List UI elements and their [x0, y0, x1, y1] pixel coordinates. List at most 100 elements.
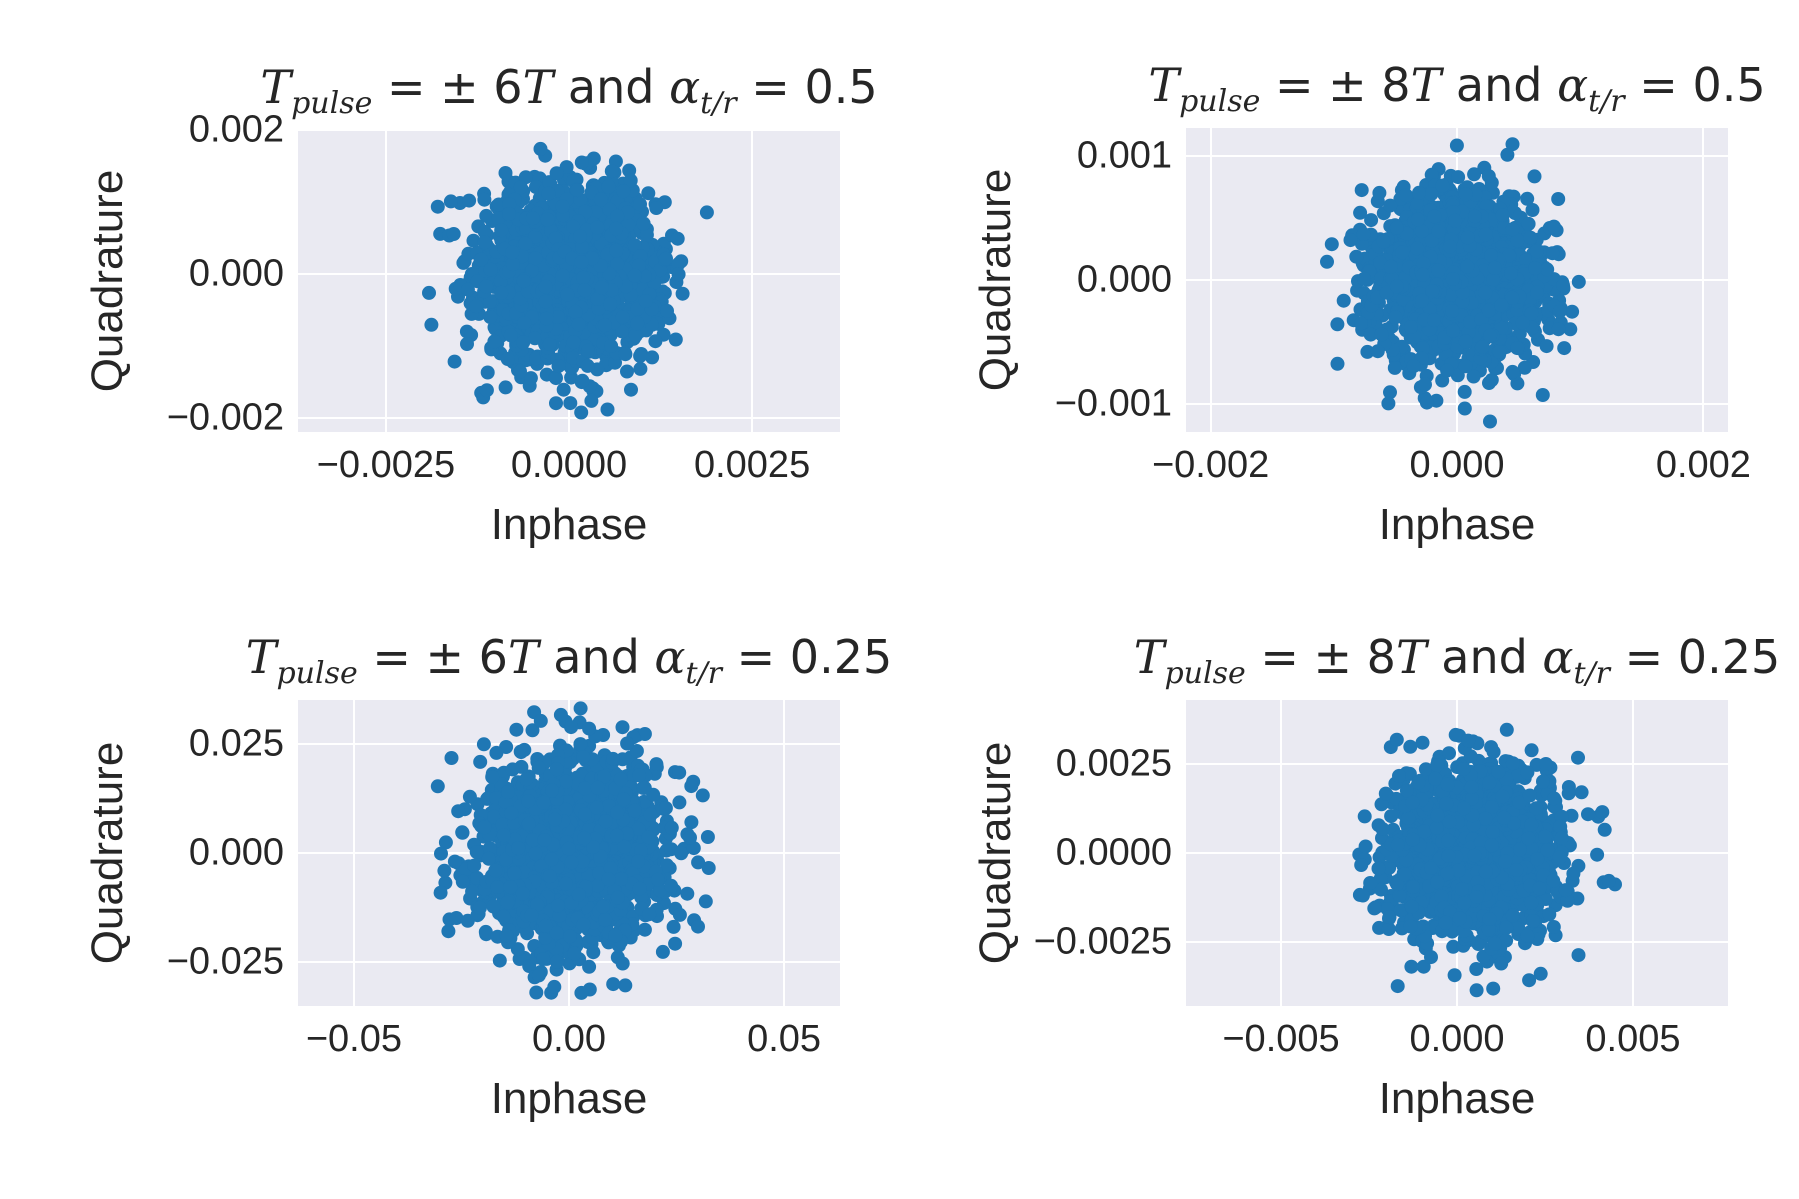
- scatter-point: [1450, 368, 1465, 383]
- scatter-point: [636, 216, 651, 231]
- scatter-point: [563, 929, 577, 944]
- scatter-point: [616, 184, 631, 199]
- scatter-point: [615, 720, 630, 735]
- scatter-point: [1521, 216, 1536, 231]
- scatter-point: [1403, 320, 1418, 334]
- chart-title: Tpulse = ± 8T and αt/r = 0.5: [1148, 58, 1766, 120]
- scatter-point: [513, 364, 527, 379]
- scatter-point: [1478, 227, 1493, 242]
- scatter-point: [620, 364, 634, 379]
- y-tick-label: 0.001: [1076, 134, 1172, 177]
- scatter-point: [477, 224, 492, 239]
- scatter-point: [645, 350, 660, 365]
- gridline-x: [384, 130, 387, 432]
- scatter-point: [1442, 239, 1457, 254]
- scatter-point: [1440, 363, 1455, 378]
- scatter-point: [1520, 191, 1535, 206]
- scatter-point: [1483, 414, 1497, 429]
- scatter-point: [517, 742, 532, 757]
- scatter-point: [1324, 237, 1339, 252]
- scatter-point: [469, 299, 484, 314]
- scatter-point: [581, 343, 595, 358]
- scatter-point: [539, 311, 554, 326]
- scatter-point: [506, 257, 520, 272]
- y-axis-label: Quadrature: [971, 168, 1020, 392]
- scatter-point: [1349, 249, 1364, 264]
- scatter-point: [1416, 256, 1431, 271]
- scatter-point: [1481, 303, 1496, 318]
- scatter-point: [633, 361, 648, 376]
- gridline-y: [298, 416, 840, 419]
- scatter-point: [422, 285, 436, 300]
- scatter-point: [498, 380, 513, 395]
- scatter-point: [1519, 253, 1533, 268]
- scatter-point: [1356, 227, 1371, 242]
- scatter-point: [1383, 198, 1398, 213]
- scatter-point: [480, 365, 495, 380]
- scatter-point: [446, 227, 461, 241]
- scatter-point: [649, 201, 664, 215]
- scatter-point: [670, 231, 685, 246]
- scatter-point: [556, 382, 571, 397]
- scatter-point: [1372, 185, 1387, 200]
- scatter-point: [568, 304, 583, 319]
- scatter-point: [1551, 192, 1566, 206]
- scatter-point: [1360, 344, 1375, 359]
- scatter-point: [672, 907, 687, 922]
- scatter-point: [588, 205, 603, 219]
- scatter-point: [1571, 274, 1586, 289]
- scatter-point: [600, 402, 615, 417]
- scatter-point: [1458, 359, 1473, 374]
- scatter-point: [547, 979, 562, 994]
- scatter-point: [1484, 373, 1499, 387]
- scatter-point: [574, 255, 589, 270]
- scatter-point: [637, 727, 652, 741]
- scatter-point: [505, 762, 520, 777]
- scatter-point: [529, 351, 543, 366]
- scatter-point: [610, 256, 625, 271]
- scatter-point: [1336, 293, 1351, 308]
- scatter-point: [615, 324, 629, 339]
- scatter-point: [1545, 246, 1560, 261]
- scatter-point: [1383, 259, 1398, 274]
- scatter-point: [691, 855, 706, 870]
- scatter-point: [1551, 322, 1566, 337]
- scatter-point: [1448, 213, 1463, 228]
- scatter-point: [620, 205, 635, 220]
- scatter-point: [627, 238, 642, 253]
- scatter-point: [462, 789, 477, 804]
- scatter-point: [1354, 183, 1369, 198]
- scatter-point: [1556, 278, 1570, 293]
- scatter-point: [1457, 384, 1472, 399]
- scatter-point: [1500, 147, 1515, 162]
- scatter-point: [1510, 341, 1525, 356]
- scatter-point: [1353, 205, 1368, 220]
- scatter-point: [518, 236, 533, 251]
- scatter-point: [699, 205, 714, 220]
- scatter-point: [637, 269, 652, 284]
- scatter-point: [1435, 178, 1450, 193]
- scatter-point: [502, 207, 516, 221]
- scatter-point: [1387, 360, 1402, 375]
- y-tick-label: −0.001: [1054, 382, 1172, 425]
- scatter-point: [551, 359, 566, 374]
- scatter-point: [1427, 209, 1442, 224]
- scatter-point: [1364, 213, 1379, 228]
- scatter-point: [1395, 245, 1410, 260]
- scatter-point: [498, 166, 513, 180]
- scatter-point: [1399, 226, 1414, 241]
- scatter-point: [1357, 271, 1371, 286]
- scatter-point: [1475, 340, 1490, 355]
- scatter-point: [538, 279, 553, 294]
- scatter-point: [1505, 137, 1520, 152]
- scatter-point: [1505, 290, 1520, 305]
- scatter-point: [500, 352, 515, 366]
- scatter-point: [1458, 334, 1473, 349]
- scatter-point: [1529, 244, 1544, 259]
- scatter-point: [503, 328, 518, 343]
- scatter-point: [1523, 230, 1538, 245]
- scatter-point: [549, 371, 563, 386]
- scatter-point: [672, 765, 687, 780]
- scatter-point: [1425, 284, 1440, 299]
- scatter-point: [541, 186, 556, 201]
